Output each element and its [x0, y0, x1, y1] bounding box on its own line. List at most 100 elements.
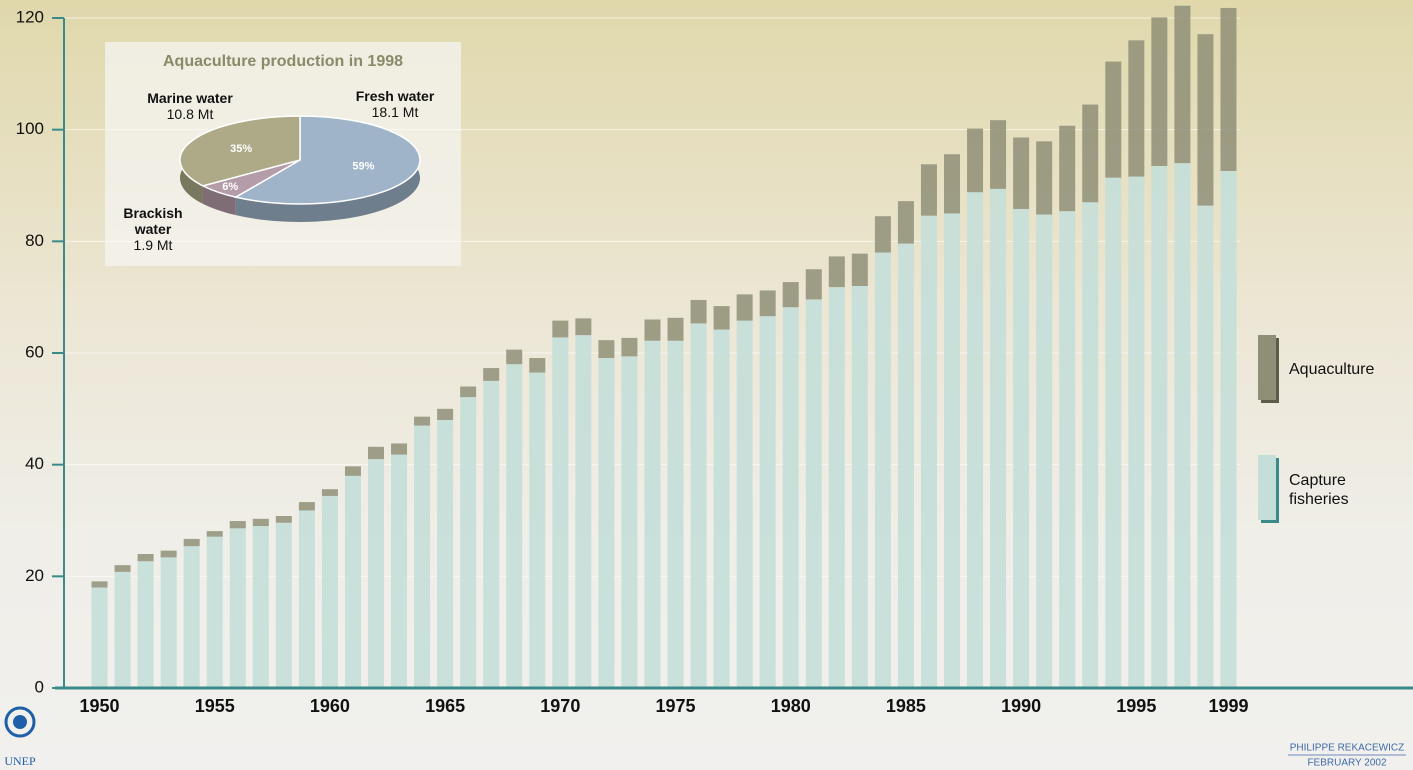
capture-bar [1197, 205, 1214, 688]
capture-bar [1082, 202, 1099, 688]
aquaculture-bar [1013, 137, 1030, 209]
capture-bar [137, 561, 154, 688]
aquaculture-bar [967, 128, 984, 193]
capture-bar [1151, 165, 1168, 689]
capture-bar [552, 337, 569, 688]
aquaculture-bar [529, 358, 546, 373]
x-tick-label: 1999 [1208, 696, 1248, 716]
aquaculture-bar [1059, 125, 1076, 212]
aquaculture-bar [1105, 61, 1122, 178]
x-tick-label: 1980 [771, 696, 811, 716]
pie-side [202, 185, 236, 216]
capture-bar [460, 397, 477, 688]
unep-logo [4, 706, 36, 738]
capture-bar [298, 510, 315, 688]
capture-bar [114, 571, 131, 688]
pie-value-label: 59% [352, 161, 374, 173]
legend-label: Capture fisheries [1289, 472, 1349, 508]
aquaculture-bar [252, 518, 269, 527]
x-tick-label: 1960 [310, 696, 350, 716]
aquaculture-bar [874, 216, 891, 253]
capture-bar [229, 528, 246, 688]
pie-category-label: Marine water [147, 90, 233, 106]
x-tick-label: 1955 [195, 696, 235, 716]
capture-bar [252, 526, 269, 688]
capture-bar [321, 495, 338, 688]
aquaculture-bar [1174, 5, 1191, 164]
capture-bar [690, 323, 707, 688]
aquaculture-bar [990, 120, 1007, 189]
pie-amount-label: 10.8 Mt [166, 106, 214, 122]
capture-bar [437, 420, 454, 688]
capture-bar [1013, 208, 1030, 688]
y-tick-label: 120 [16, 7, 44, 26]
y-tick-label: 100 [16, 119, 44, 138]
aquaculture-bar [137, 554, 154, 562]
aquaculture-bar [91, 581, 108, 588]
pie-category-label: Brackish water [123, 205, 183, 237]
pie-amount-label: 1.9 Mt [133, 237, 173, 253]
capture-bar [990, 188, 1007, 688]
aquaculture-bar [644, 319, 661, 341]
capture-bar [275, 522, 292, 688]
aquaculture-bar [1128, 40, 1145, 177]
aquaculture-bar [575, 318, 592, 336]
aquaculture-bar [1197, 34, 1214, 206]
capture-bar [598, 358, 615, 688]
capture-bar [1059, 211, 1076, 688]
y-tick-label: 80 [25, 231, 44, 250]
capture-bar [805, 299, 822, 688]
aquaculture-bar [1151, 17, 1168, 166]
y-tick-label: 40 [25, 454, 44, 473]
capture-bar [1174, 163, 1191, 688]
aquaculture-bar [391, 443, 408, 455]
x-tick-label: 1995 [1116, 696, 1156, 716]
aquaculture-bar [690, 299, 707, 324]
aquaculture-bar [183, 538, 200, 547]
aquaculture-bar [1220, 7, 1237, 171]
org-label: UNEP [4, 754, 36, 768]
capture-bar [644, 340, 661, 688]
capture-bar [391, 454, 408, 688]
aquaculture-bar [298, 502, 315, 511]
legend-label: Aquaculture [1289, 361, 1375, 378]
capture-bar [91, 587, 108, 688]
aquaculture-bar [598, 340, 615, 359]
pie-slice [233, 115, 421, 205]
x-tick-label: 1965 [425, 696, 465, 716]
capture-bar [344, 475, 361, 688]
pie-value-label: 35% [230, 143, 252, 155]
aquaculture-bar [275, 516, 292, 523]
capture-bar [206, 536, 223, 688]
aquaculture-bar [621, 337, 638, 357]
aquaculture-bar [920, 164, 937, 216]
y-tick-label: 20 [25, 566, 44, 585]
aquaculture-bar [483, 368, 500, 381]
aquaculture-bar [759, 290, 776, 317]
aquaculture-bar [321, 489, 338, 496]
capture-bar [160, 557, 177, 688]
aquaculture-bar [713, 306, 730, 330]
aquaculture-bar [944, 154, 960, 214]
pie-value-label: 6% [222, 181, 238, 193]
author: PHILIPPE REKACEWICZ [1290, 743, 1404, 754]
capture-bar [183, 546, 200, 688]
capture-bar [828, 287, 845, 688]
aquaculture-bar [897, 201, 914, 244]
capture-bar [667, 340, 684, 688]
aquaculture-bar [344, 466, 361, 476]
capture-bar [1220, 170, 1237, 688]
x-tick-label: 1975 [655, 696, 695, 716]
pie-slice [179, 115, 301, 187]
capture-bar [506, 364, 523, 688]
date: FEBRUARY 2002 [1307, 758, 1387, 769]
aquaculture-bar [805, 269, 822, 300]
capture-bar [920, 215, 937, 688]
x-tick-label: 1950 [79, 696, 119, 716]
aquaculture-bar [437, 408, 454, 420]
capture-bar [782, 307, 799, 688]
aquaculture-bar [114, 565, 131, 572]
aquaculture-bar [229, 521, 246, 529]
aquaculture-bar [368, 446, 384, 460]
capture-bar [368, 459, 384, 688]
